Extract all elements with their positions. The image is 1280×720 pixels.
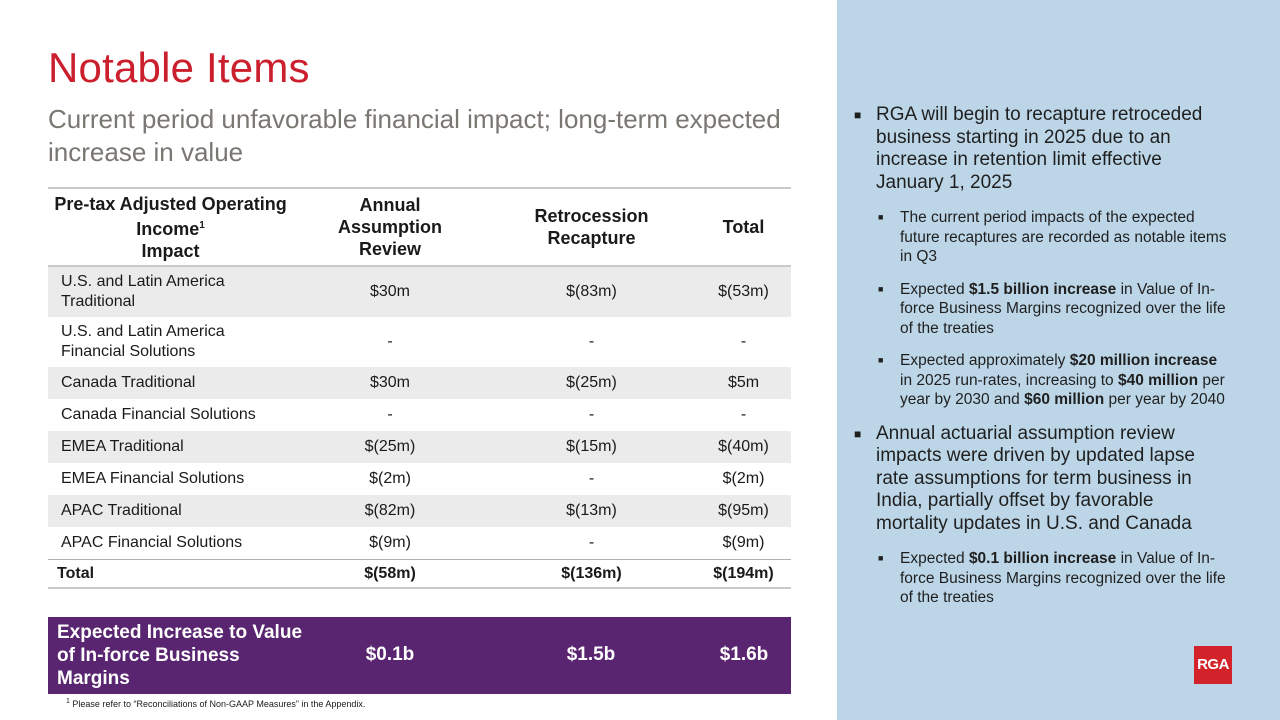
cell-recapture: $(13m) — [487, 495, 696, 527]
header-income-impact: Pre-tax Adjusted Operating Income1 Impac… — [48, 187, 293, 267]
total-row: Total $(58m) $(136m) $(194m) — [48, 559, 791, 589]
row-label: APAC Traditional — [48, 495, 293, 527]
row-label: U.S. and Latin America Traditional — [48, 266, 293, 317]
sub-bullet-bold: $40 million — [1117, 371, 1199, 389]
cell-recapture: - — [588, 534, 595, 551]
table-row: EMEA Traditional $(25m) $(15m) $(40m) — [48, 431, 791, 463]
header-total: Total — [696, 187, 791, 267]
cell-review: $30m — [293, 266, 487, 317]
cell-review: $(9m) — [369, 534, 411, 551]
total-review: $(58m) — [293, 559, 487, 589]
page-title: Notable Items — [48, 44, 310, 91]
right-panel — [837, 0, 1280, 720]
table-row: U.S. and Latin America Traditional $30m … — [48, 266, 791, 317]
cell-review: - — [387, 406, 393, 423]
sub-bullet: ■ Expected $0.1 billion increase in Valu… — [850, 549, 1230, 608]
row-label: Canada Traditional — [48, 367, 293, 399]
sub-bullet-text: per year by 2040 — [1104, 391, 1225, 408]
bullet-assumption-review: ■ Annual actuarial assumption review imp… — [850, 423, 1230, 536]
header-income-label: Pre-tax Adjusted Operating Income — [54, 193, 287, 239]
sub-bullet: ■ Expected approximately $20 million inc… — [850, 351, 1230, 410]
total-recapture: $(136m) — [487, 559, 696, 589]
footnote: 1 Please refer to “Reconciliations of No… — [66, 698, 365, 709]
table-header-row: Pre-tax Adjusted Operating Income1 Impac… — [48, 187, 791, 267]
sub-bullet-text: in Value of In-force Business Margins re… — [900, 280, 1226, 337]
sub-bullet-text: Expected — [900, 280, 969, 298]
header-footnote-marker: 1 — [199, 219, 205, 231]
header-assumption-review: Annual Assumption Review — [293, 187, 487, 267]
row-label: EMEA Traditional — [48, 431, 293, 463]
header-income-suffix: Impact — [141, 240, 200, 261]
row-label: U.S. and Latin America Financial Solutio… — [61, 323, 225, 360]
cell-total: $(9m) — [722, 534, 765, 551]
commentary-bullets: ■ RGA will begin to recapture retroceded… — [850, 104, 1230, 621]
footnote-text: Please refer to “Reconciliations of Non-… — [72, 699, 366, 709]
cell-recapture: $(83m) — [487, 266, 696, 317]
sub-bullet: ■ Expected $1.5 billion increase in Valu… — [850, 280, 1230, 339]
bullet-square-icon: ■ — [878, 212, 884, 222]
sub-bullet-text: Expected approximately — [900, 352, 1070, 369]
rga-logo: RGA — [1194, 646, 1232, 684]
cell-recapture: $(15m) — [487, 431, 696, 463]
cell-total: $(95m) — [696, 495, 791, 527]
bullet-square-icon: ■ — [854, 108, 862, 122]
bullet-square-icon: ■ — [878, 355, 884, 365]
cell-review: $(82m) — [293, 495, 487, 527]
cell-total: $(53m) — [696, 266, 791, 317]
sub-bullet-bold: $1.5 billion increase — [968, 280, 1117, 298]
bullet-square-icon: ■ — [854, 426, 862, 441]
bullet-recapture: ■ RGA will begin to recapture retroceded… — [850, 104, 1230, 194]
total-label: Total — [48, 559, 293, 589]
bullet-square-icon: ■ — [878, 553, 884, 563]
expected-increase-review: $0.1b — [365, 644, 415, 665]
table-row: Canada Financial Solutions - - - — [48, 399, 791, 431]
bullet-text: RGA will begin to recapture retroceded b… — [876, 104, 1203, 193]
sub-bullet-bold: $60 million — [1024, 391, 1105, 408]
cell-total: - — [740, 406, 747, 423]
cell-review: $(2m) — [369, 470, 411, 487]
header-retrocession-recapture: Retrocession Recapture — [487, 187, 696, 267]
expected-increase-band: Expected Increase to Value of In-force B… — [48, 617, 791, 694]
row-label: APAC Financial Solutions — [61, 534, 243, 551]
cell-recapture: - — [588, 406, 595, 423]
table-row: Canada Traditional $30m $(25m) $5m — [48, 367, 791, 399]
sub-bullet-text: in Value of In-force Business Margins re… — [900, 550, 1226, 606]
footnote-marker: 1 — [66, 698, 70, 705]
cell-review: $(25m) — [293, 431, 487, 463]
bullet-square-icon: ■ — [878, 283, 884, 294]
notable-items-table: Pre-tax Adjusted Operating Income1 Impac… — [48, 187, 791, 589]
cell-total: $(40m) — [696, 431, 791, 463]
cell-recapture: $(25m) — [487, 367, 696, 399]
expected-increase-total: $1.6b — [719, 644, 769, 665]
bullet-text: Annual actuarial assumption review impac… — [876, 422, 1195, 534]
sub-bullet-text: The current period impacts of the expect… — [900, 209, 1227, 265]
sub-bullet-bold: $20 million increase — [1069, 352, 1218, 369]
table-row: APAC Traditional $(82m) $(13m) $(95m) — [48, 495, 791, 527]
row-label: Canada Financial Solutions — [61, 406, 256, 423]
page-subtitle: Current period unfavorable financial imp… — [48, 104, 781, 167]
expected-increase-label: Expected Increase to Value of In-force B… — [57, 622, 303, 689]
cell-review: $30m — [293, 367, 487, 399]
table-row: EMEA Financial Solutions $(2m) - $(2m) — [48, 463, 791, 495]
sub-bullet-bold: $0.1 billion increase — [968, 550, 1117, 567]
sub-bullet: ■ The current period impacts of the expe… — [850, 208, 1230, 267]
cell-recapture: - — [588, 470, 595, 487]
cell-total: - — [740, 333, 747, 350]
cell-review: - — [387, 333, 393, 350]
expected-increase-recapture: $1.5b — [566, 644, 616, 665]
cell-total: $5m — [696, 367, 791, 399]
sub-bullet-text: Expected — [900, 550, 969, 567]
sub-bullet-text: in 2025 run-rates, increasing to — [900, 371, 1118, 389]
cell-total: $(2m) — [722, 470, 765, 487]
cell-recapture: - — [588, 333, 595, 350]
total-total: $(194m) — [696, 559, 791, 589]
table-row: U.S. and Latin America Financial Solutio… — [48, 317, 791, 367]
row-label: EMEA Financial Solutions — [61, 470, 245, 487]
sub-bullet-text: per year by 2030 and — [900, 371, 1225, 409]
table-row: APAC Financial Solutions $(9m) - $(9m) — [48, 527, 791, 560]
